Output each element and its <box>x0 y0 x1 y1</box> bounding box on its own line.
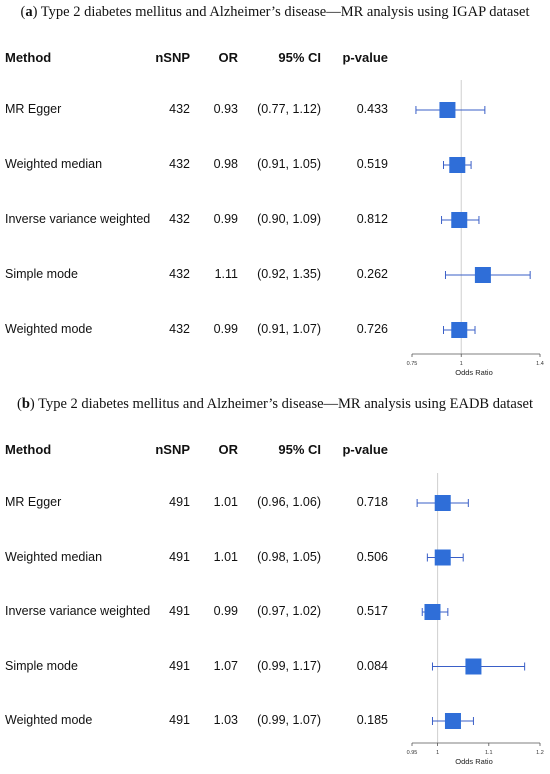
panel-a-header-method: Method <box>5 50 52 65</box>
panel-a-row-method: Inverse variance weighted <box>5 212 151 226</box>
panel-b-x-tick-label: 0.95 <box>407 750 418 756</box>
panel-b-row-nsnp: 491 <box>169 549 190 564</box>
panel-a-row-pvalue: 0.433 <box>356 102 388 116</box>
panel-a-x-axis-label: Odds Ratio <box>455 368 493 377</box>
panel-a-row-method: Simple mode <box>5 267 78 281</box>
panel-b-row-or: 0.99 <box>213 604 238 618</box>
panel-a-row-nsnp: 432 <box>169 102 190 116</box>
panel-b-row-or: 1.01 <box>213 549 238 564</box>
panel-a-row-or: 0.93 <box>213 102 238 116</box>
panel-b-or-marker <box>444 713 461 729</box>
panel-b-header-pvalue: p-value <box>342 442 388 457</box>
panel-b-or-marker <box>434 549 451 566</box>
panel-b-row-or: 1.01 <box>213 495 238 509</box>
panel-b-row-ci: (0.99, 1.07) <box>257 713 321 727</box>
panel-b-row-pvalue: 0.517 <box>356 604 388 618</box>
panel-a-row-or: 0.98 <box>213 157 238 171</box>
panel-a-row-pvalue: 0.812 <box>356 212 388 226</box>
panel-a-row-pvalue: 0.262 <box>356 267 388 281</box>
panel-b-x-tick-label: 1 <box>436 750 439 756</box>
panel-a-row-nsnp: 432 <box>169 267 190 281</box>
panel-a-or-marker <box>439 102 456 118</box>
panel-b-title: (b) Type 2 diabetes mellitus and Alzheim… <box>17 396 533 412</box>
panel-a-row-nsnp: 432 <box>169 322 190 336</box>
panel-a-row-ci: (0.90, 1.09) <box>257 212 321 226</box>
panel-a-or-marker <box>449 157 466 173</box>
panel-b-row-method: Simple mode <box>5 658 78 673</box>
panel-b-header-ci: 95% CI <box>278 442 321 457</box>
panel-b-x-tick-label: 1.2 <box>536 750 544 756</box>
panel-a-row-ci: (0.91, 1.07) <box>257 322 321 336</box>
panel-a-header-or: OR <box>218 50 239 65</box>
panel-b-row-ci: (0.99, 1.17) <box>257 658 321 673</box>
panel-a-row-or: 1.11 <box>214 267 238 281</box>
panel-b-label: b <box>21 396 30 412</box>
panel-a-label: a <box>25 4 33 20</box>
panel-a-row-ci: (0.77, 1.12) <box>257 102 321 116</box>
panel-b-row-nsnp: 491 <box>169 604 190 618</box>
panel-a-row-method: MR Egger <box>5 102 62 116</box>
panel-b-row-pvalue: 0.084 <box>356 658 388 673</box>
panel-b-header-or: OR <box>218 442 239 457</box>
panel-b-row-method: Weighted mode <box>5 713 93 727</box>
panel-a-or-marker <box>474 267 491 283</box>
panel-a-row-nsnp: 432 <box>169 212 190 226</box>
panel-b-row-method: MR Egger <box>5 495 62 509</box>
panel-b-title-text: Type 2 diabetes mellitus and Alzheimer’s… <box>38 396 533 412</box>
panel-b-row-nsnp: 491 <box>169 495 190 509</box>
panel-a-x-tick-label: 0.75 <box>407 361 418 367</box>
panel-a-or-marker <box>451 212 468 228</box>
panel-b-row-nsnp: 491 <box>169 658 190 673</box>
panel-b-row-pvalue: 0.185 <box>356 713 388 727</box>
panel-b-row-pvalue: 0.718 <box>356 495 388 509</box>
panel-b-row-nsnp: 491 <box>169 713 190 727</box>
panel-b-x-tick-label: 1.1 <box>485 750 493 756</box>
panel-a-x-tick-label: 1.4 <box>536 361 544 367</box>
panel-b-or-marker <box>424 604 441 620</box>
panel-a-row-or: 0.99 <box>213 322 238 336</box>
panel-a-title: (a) Type 2 diabetes mellitus and Alzheim… <box>20 4 530 20</box>
panel-b-row-ci: (0.96, 1.06) <box>257 495 321 509</box>
panel-b-row-ci: (0.97, 1.02) <box>257 604 321 618</box>
panel-b-row-ci: (0.98, 1.05) <box>257 549 321 564</box>
panel-b-row-method: Inverse variance weighted <box>5 604 151 618</box>
panel-a-row-nsnp: 432 <box>169 157 190 171</box>
panel-b-x-axis-label: Odds Ratio <box>455 757 493 766</box>
panel-a-row-pvalue: 0.519 <box>356 157 388 171</box>
panel-b-row-method: Weighted median <box>5 549 103 564</box>
panel-a-row-ci: (0.92, 1.35) <box>257 267 321 281</box>
panel-a-header-nsnp: nSNP <box>155 50 190 65</box>
panel-a-title-text: Type 2 diabetes mellitus and Alzheimer’s… <box>40 4 530 20</box>
panel-b-row-or: 1.03 <box>213 713 238 727</box>
panel-a-row-method: Weighted mode <box>5 322 93 336</box>
panel-a-header-ci: 95% CI <box>278 50 321 65</box>
panel-a-row-or: 0.99 <box>213 212 238 226</box>
panel-b-or-marker <box>465 658 482 675</box>
panel-a-row-method: Weighted median <box>5 157 103 171</box>
panel-b-row-pvalue: 0.506 <box>356 549 388 564</box>
panel-b-header-method: Method <box>5 442 52 457</box>
panel-a-or-marker <box>451 322 468 338</box>
panel-b-header-nsnp: nSNP <box>155 442 190 457</box>
panel-a-header-pvalue: p-value <box>342 50 388 65</box>
panel-a-x-tick-label: 1 <box>460 361 463 367</box>
panel-b-row-or: 1.07 <box>213 658 238 673</box>
panel-a-row-pvalue: 0.726 <box>356 322 388 336</box>
panel-b-or-marker <box>434 495 451 511</box>
panel-a-row-ci: (0.91, 1.05) <box>257 157 321 171</box>
